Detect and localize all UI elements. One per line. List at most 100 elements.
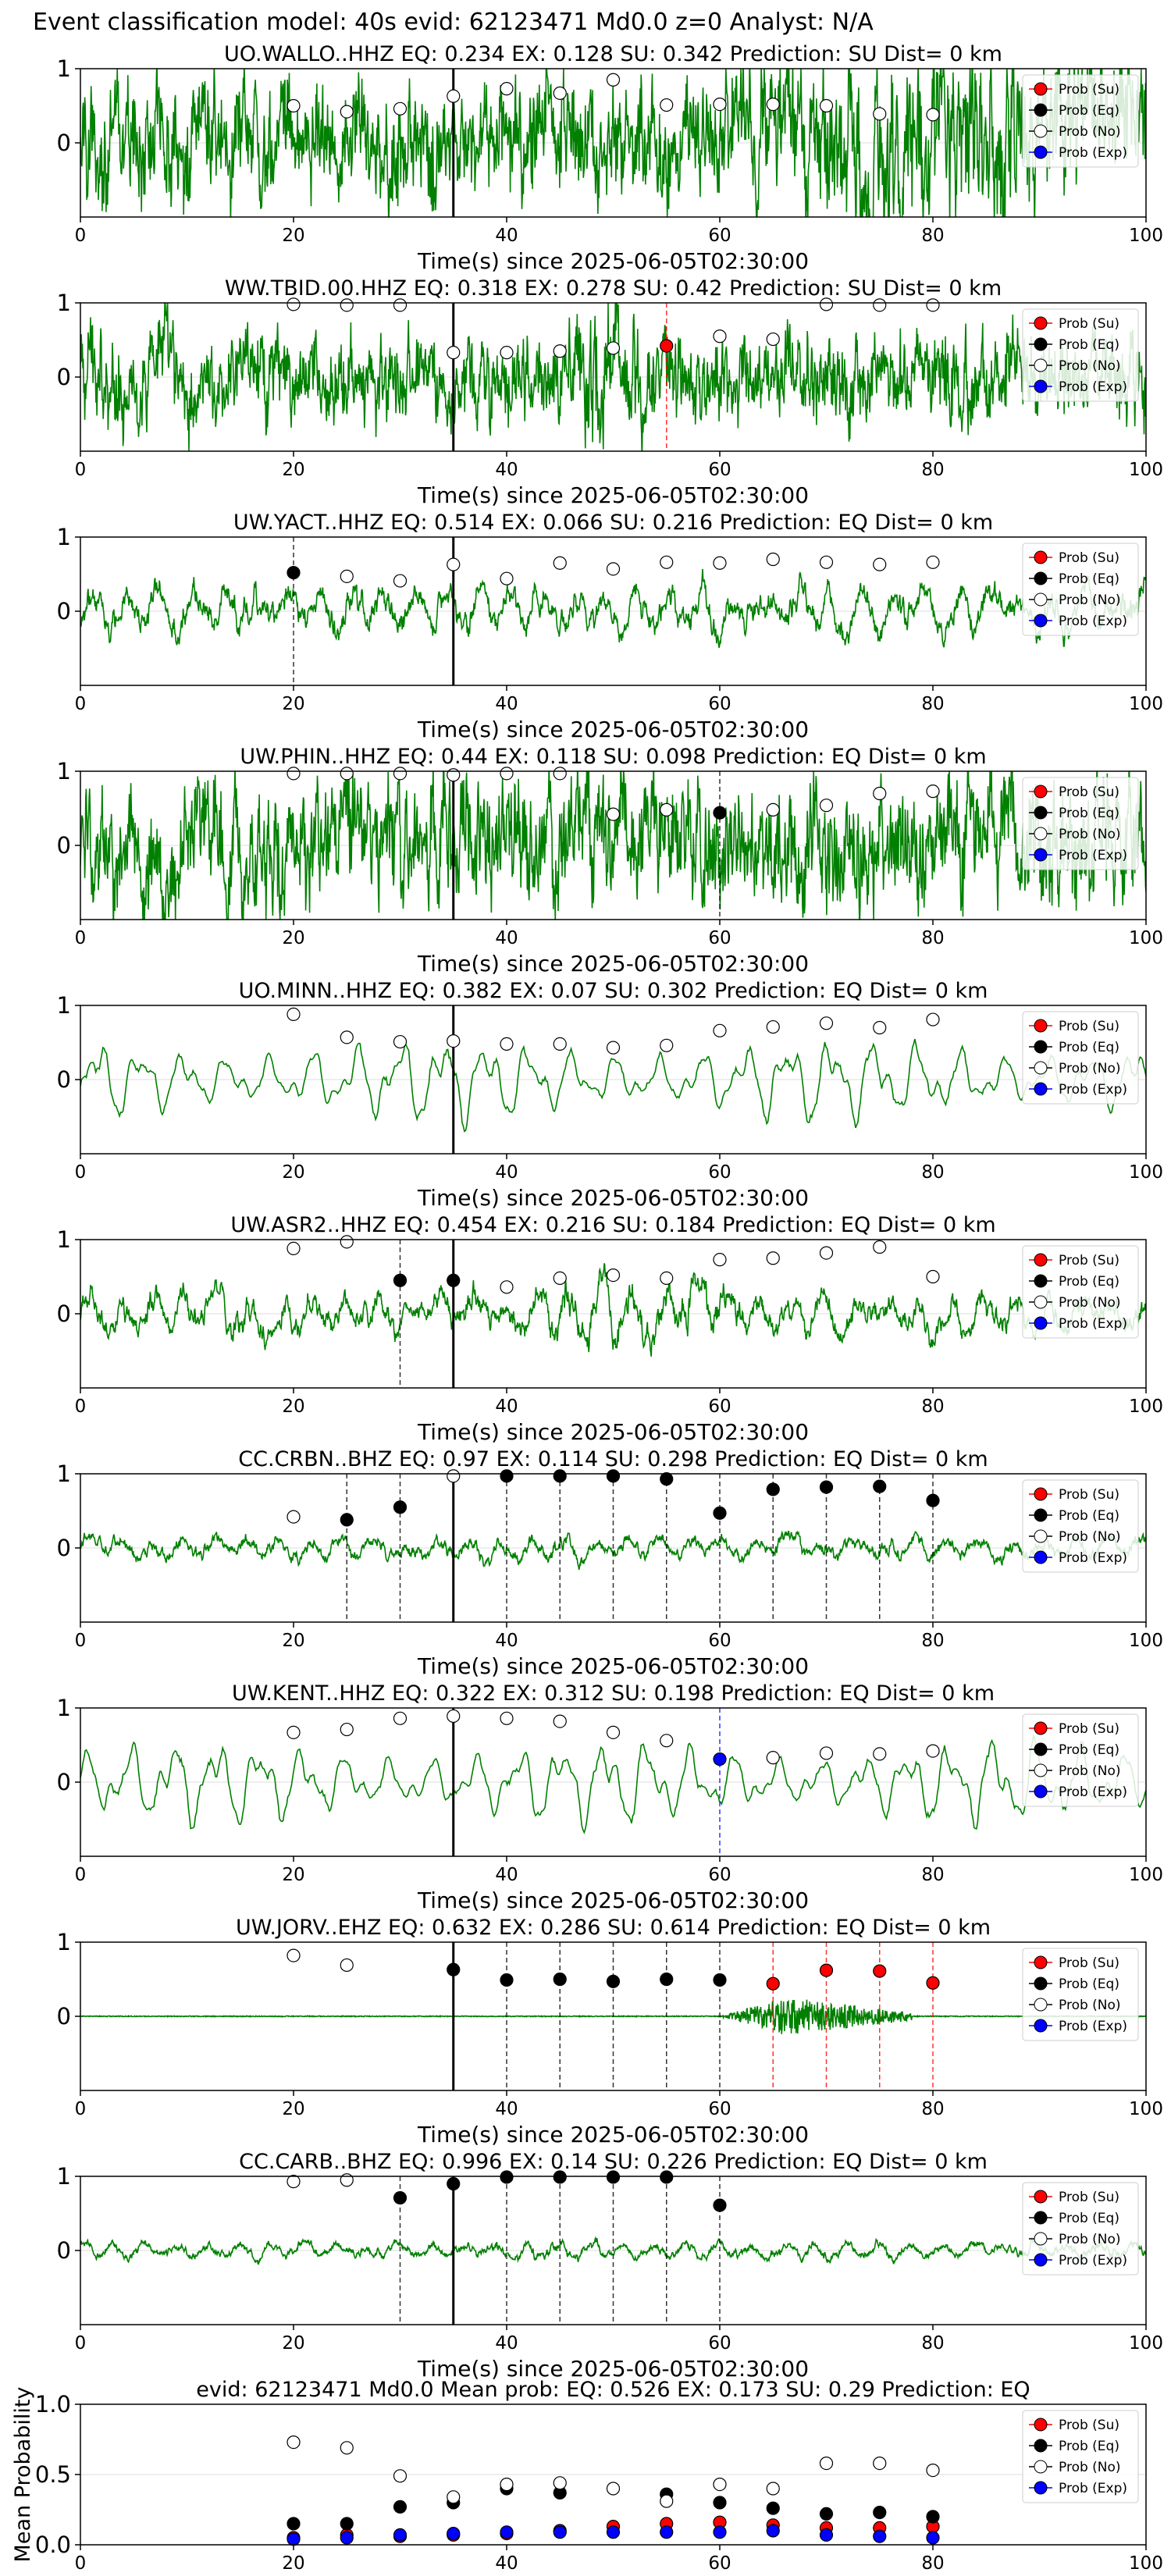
mean-prob-marker-no <box>873 2457 887 2471</box>
prob-marker-su <box>926 1976 940 1990</box>
y-tick-label: 1 <box>57 2163 71 2190</box>
prob-marker-no <box>766 802 780 817</box>
waveform-trace <box>80 1038 1146 1133</box>
legend-box <box>1022 1479 1139 1573</box>
legend-marker <box>1034 827 1048 841</box>
legend-label: Prob (No) <box>1059 1998 1121 2013</box>
prob-marker-no <box>447 89 461 103</box>
legend-marker <box>1034 806 1048 820</box>
prob-marker-no <box>873 1020 887 1035</box>
x-tick-label: 60 <box>708 2333 731 2354</box>
y-tick-label: 1 <box>57 55 71 82</box>
legend-label: Prob (Exp) <box>1059 614 1127 629</box>
prob-marker-no <box>340 1958 354 1973</box>
prob-marker-no <box>926 298 940 312</box>
x-tick-label: 0 <box>75 460 87 480</box>
x-tick-label: 60 <box>708 226 731 246</box>
prob-marker-eq <box>447 1962 461 1976</box>
prob-marker-su <box>819 1963 834 1977</box>
mean-prob-marker-exp <box>447 2527 461 2541</box>
legend-marker <box>1034 592 1048 607</box>
mean-prob-marker-eq <box>340 2517 354 2531</box>
prob-marker-eq <box>606 1974 621 1988</box>
legend-box <box>1022 777 1139 870</box>
prob-marker-no <box>606 1041 621 1055</box>
legend-marker <box>1034 848 1048 862</box>
x-tick-label: 20 <box>282 460 304 480</box>
prob-marker-no <box>393 1034 408 1049</box>
legend-label: Prob (Su) <box>1059 1253 1119 1268</box>
prob-marker-no <box>553 1037 567 1051</box>
legend-label: Prob (No) <box>1059 124 1121 140</box>
y-tick-label: 0 <box>57 1066 71 1093</box>
mean-prob-marker-exp <box>660 2525 674 2539</box>
legend-marker <box>1034 2460 1048 2474</box>
prob-marker-no <box>766 552 780 567</box>
y-tick-label: 1 <box>57 1226 71 1253</box>
y-tick-label: 1 <box>57 992 71 1019</box>
legend-marker <box>1034 358 1048 372</box>
prob-marker-no <box>873 1240 887 1254</box>
legend-marker <box>1034 2253 1048 2267</box>
y-tick-label: 1 <box>57 1461 71 1487</box>
prob-marker-eq <box>713 1506 727 1520</box>
prob-marker-eq <box>553 1972 567 1987</box>
x-tick-label: 0 <box>75 1865 87 1885</box>
x-tick-label: 40 <box>495 226 518 246</box>
panel-title-9: CC.CARB..BHZ EQ: 0.996 EX: 0.14 SU: 0.22… <box>239 2150 988 2174</box>
legend-label: Prob (Su) <box>1059 1487 1119 1503</box>
legend-box <box>1022 2410 1139 2503</box>
prob-marker-no <box>766 1251 780 1265</box>
prob-marker-no <box>873 107 887 121</box>
mean-prob-marker-exp <box>287 2532 301 2546</box>
legend-label: Prob (Exp) <box>1059 145 1127 161</box>
x-tick-label: 0 <box>75 1397 87 1417</box>
prob-marker-no <box>926 555 940 569</box>
legend-marker <box>1034 2232 1048 2246</box>
axes-frame <box>80 1707 1147 1857</box>
prob-marker-eq <box>713 806 727 820</box>
legend-marker <box>1034 571 1048 585</box>
prob-marker-no <box>393 574 408 588</box>
x-tick-label: 40 <box>495 928 518 948</box>
legend-label: Prob (Eq) <box>1059 1508 1119 1524</box>
legend-marker <box>1034 550 1048 564</box>
x-tick-label: 60 <box>708 928 731 948</box>
prob-marker-eq <box>660 2170 674 2184</box>
prob-marker-eq <box>500 2170 514 2184</box>
x-tick-label: 100 <box>1129 1162 1163 1183</box>
x-tick-label: 80 <box>921 1162 944 1183</box>
prob-marker-no <box>713 1023 727 1037</box>
legend-label: Prob (Su) <box>1059 1721 1119 1737</box>
prob-marker-no <box>340 1722 354 1737</box>
x-tick-label: 80 <box>921 2333 944 2354</box>
y-tick-label: 0 <box>57 1535 71 1561</box>
legend-marker <box>1034 1784 1048 1799</box>
y-tick-label: 0 <box>57 598 71 624</box>
x-tick-label: 20 <box>282 2553 304 2574</box>
mean-prob-marker-eq <box>393 2500 408 2514</box>
x-tick-label: 80 <box>921 226 944 246</box>
prob-marker-eq <box>873 1479 887 1493</box>
prob-marker-no <box>660 555 674 569</box>
x-tick-label: 60 <box>708 1631 731 1651</box>
prob-marker-no <box>713 329 727 343</box>
y-tick-label: 1 <box>57 1695 71 1721</box>
axes-frame <box>80 770 1147 920</box>
x-tick-label: 60 <box>708 1162 731 1183</box>
legend-label: Prob (No) <box>1059 592 1121 608</box>
legend-label: Prob (Eq) <box>1059 2439 1119 2454</box>
legend-marker <box>1034 379 1048 393</box>
axes-frame <box>80 68 1147 218</box>
legend-label: Prob (Eq) <box>1059 2211 1119 2226</box>
x-tick-label: 100 <box>1129 1397 1163 1417</box>
prob-marker-su <box>766 1976 780 1991</box>
mean-prob-marker-no <box>819 2457 834 2471</box>
legend-marker <box>1034 2019 1048 2033</box>
x-tick-label: 0 <box>75 1631 87 1651</box>
prob-marker-no <box>447 557 461 571</box>
mean-prob-marker-exp <box>393 2528 408 2542</box>
x-tick-label: 80 <box>921 928 944 948</box>
prob-marker-no <box>873 298 887 312</box>
